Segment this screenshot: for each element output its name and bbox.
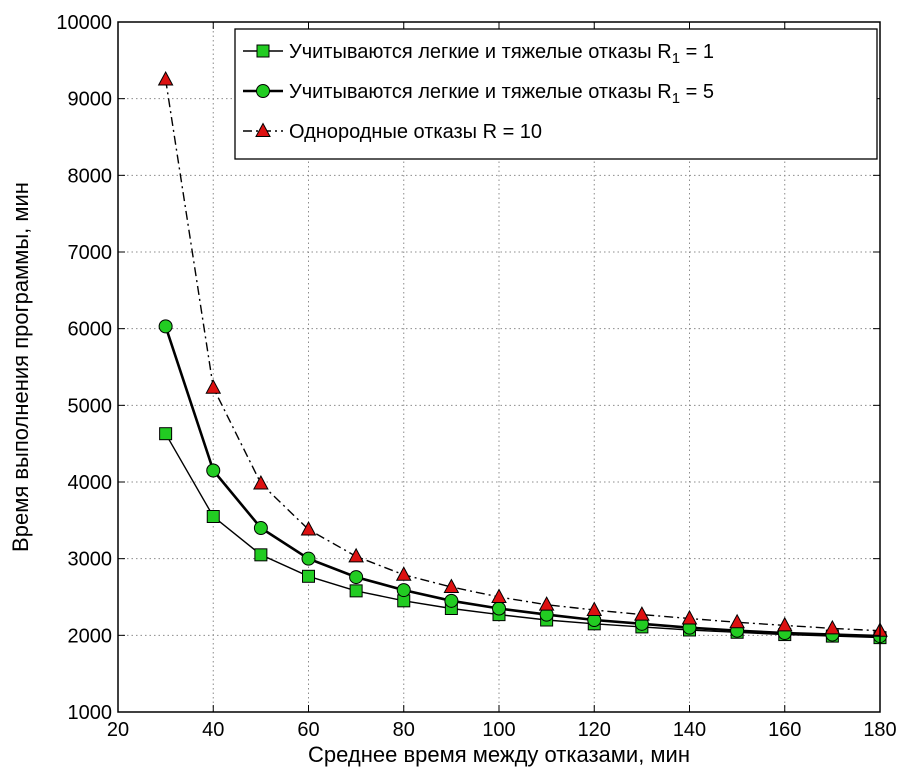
- series-1-line: [164, 433, 881, 639]
- series-2-point: [158, 319, 173, 334]
- y-tick-label: 5000: [68, 395, 113, 417]
- legend-label: Однородные отказы R = 10: [289, 121, 542, 143]
- y-tick-label: 1000: [68, 702, 113, 724]
- x-tick-label: 100: [482, 719, 515, 741]
- series-2-point: [444, 593, 459, 608]
- series-3-point: [491, 588, 507, 603]
- legend-box: [234, 28, 878, 160]
- y-tick-label: 6000: [68, 319, 113, 341]
- series-2-point: [206, 463, 221, 478]
- series-1-point: [302, 569, 315, 583]
- series-1-point: [254, 548, 268, 562]
- series-1-point: [349, 584, 363, 598]
- series-2-point: [301, 551, 316, 566]
- series-3-point: [824, 619, 841, 635]
- legend-item-2: Учитываются легкие и тяжелые отказы R1 =…: [243, 81, 714, 107]
- series-2-point: [253, 521, 268, 535]
- series-2-point: [396, 583, 411, 598]
- series-1-point: [206, 510, 220, 523]
- series-3-point: [205, 379, 222, 394]
- series-3-line: [164, 79, 881, 632]
- y-axis-label: Время выполнения программы, мин: [8, 182, 33, 552]
- y-tick-label: 10000: [56, 12, 112, 34]
- x-tick-label: 120: [578, 719, 611, 741]
- legend: Учитываются легкие и тяжелые отказы R1 =…: [234, 28, 878, 160]
- x-axis-label: Среднее время между отказами, мин: [308, 742, 690, 767]
- series-2-point: [492, 601, 506, 616]
- x-tick-label: 80: [393, 719, 415, 741]
- y-tick-label: 2000: [68, 625, 113, 647]
- legend-marker: [256, 44, 270, 58]
- legend-marker: [256, 84, 270, 98]
- legend-label: Учитываются легкие и тяжелые отказы R1 =…: [289, 81, 714, 107]
- series-3-point: [300, 520, 317, 536]
- y-tick-label: 8000: [68, 165, 113, 187]
- ticks: 20 40 60 80 100 120 140 160 180 1000 2000 3000 4000 5…: [56, 12, 896, 741]
- series-3-point: [776, 616, 793, 632]
- x-tick-label: 140: [673, 719, 706, 741]
- legend-marker: [255, 122, 271, 137]
- legend-item-1: Учитываются легкие и тяжелые отказы R1 =…: [243, 41, 714, 67]
- series-1-point: [159, 427, 173, 441]
- x-tick-label: 60: [297, 719, 319, 741]
- series-3-point: [253, 474, 269, 490]
- series-2-line: [164, 325, 881, 638]
- series-3-point: [634, 606, 650, 621]
- series-layer: [157, 70, 888, 645]
- y-tick-label: 7000: [68, 242, 113, 264]
- series-3-point: [395, 566, 412, 581]
- y-tick-label: 3000: [68, 549, 113, 571]
- x-tick-label: 20: [107, 719, 129, 741]
- series-3-point: [586, 601, 603, 617]
- x-tick-label: 180: [863, 719, 896, 741]
- x-tick-label: 160: [768, 719, 801, 741]
- legend-item-3: Однородные отказы R = 10: [243, 121, 542, 143]
- series-2-point: [349, 570, 364, 585]
- y-tick-label: 4000: [68, 472, 113, 494]
- legend-label: Учитываются легкие и тяжелые отказы R1 =…: [289, 41, 714, 67]
- series-3-point: [538, 596, 555, 611]
- series-3: [157, 70, 888, 637]
- series-3-point: [681, 609, 698, 625]
- series-3-point: [729, 613, 745, 629]
- series-3-point: [157, 70, 174, 86]
- series-3-point: [348, 547, 364, 563]
- x-tick-label: 40: [202, 719, 224, 741]
- y-tick-label: 9000: [68, 89, 113, 111]
- series-3-point: [443, 578, 460, 594]
